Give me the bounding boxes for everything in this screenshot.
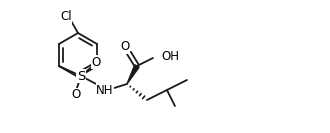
Text: O: O: [120, 41, 130, 53]
Text: NH: NH: [96, 84, 114, 97]
Text: O: O: [91, 55, 101, 68]
Text: OH: OH: [161, 49, 179, 63]
Text: O: O: [71, 88, 81, 101]
Polygon shape: [127, 65, 139, 84]
Text: Cl: Cl: [60, 11, 72, 24]
Text: S: S: [77, 70, 85, 82]
